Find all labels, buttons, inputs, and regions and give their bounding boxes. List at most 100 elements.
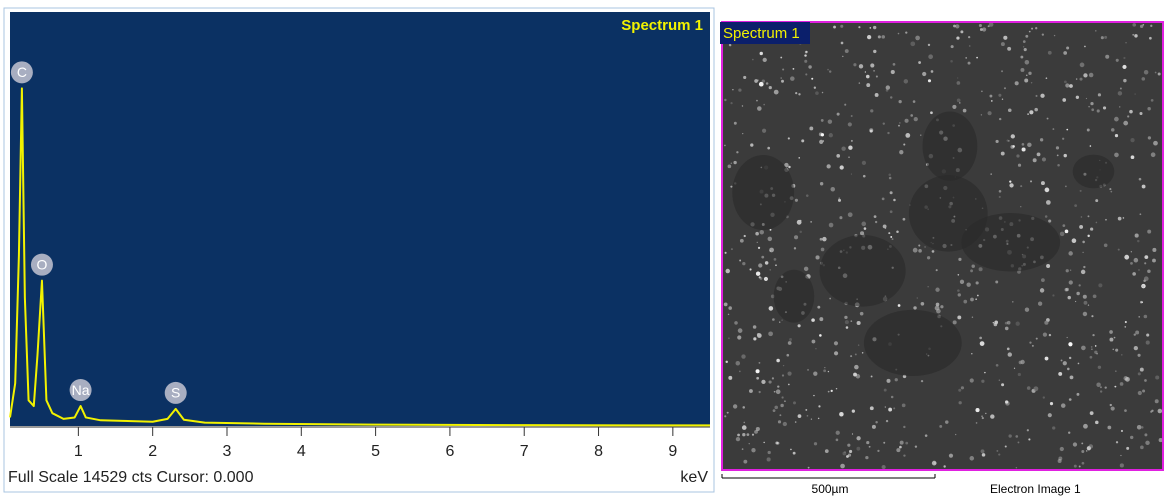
speckle	[1132, 23, 1137, 27]
speckle	[870, 63, 875, 68]
speckle	[1091, 315, 1094, 318]
speckle	[1137, 353, 1141, 357]
speckle	[797, 414, 802, 419]
speckle	[1143, 276, 1149, 282]
speckle	[850, 173, 853, 175]
speckle	[1123, 78, 1127, 83]
speckle	[779, 321, 781, 323]
speckle	[811, 318, 815, 322]
speckle	[763, 103, 765, 106]
speckle	[1044, 320, 1049, 325]
speckle	[1130, 155, 1135, 160]
speckle	[1088, 72, 1094, 78]
speckle	[1109, 403, 1112, 407]
speckle	[981, 453, 986, 457]
speckle	[886, 378, 891, 383]
speckle	[824, 367, 826, 369]
speckle	[776, 358, 780, 363]
speckle	[759, 229, 764, 235]
speckle	[1015, 467, 1018, 469]
speckle	[817, 305, 821, 309]
speckle	[992, 322, 995, 324]
speckle	[781, 319, 783, 321]
speckle	[1141, 426, 1144, 429]
x-tick-label: 9	[668, 443, 677, 460]
speckle	[1041, 157, 1047, 162]
speckle	[1024, 78, 1029, 83]
speckle	[1139, 367, 1144, 372]
speckle	[839, 411, 844, 417]
speckle	[1062, 361, 1067, 366]
speckle	[1117, 216, 1122, 221]
speckle	[743, 75, 747, 80]
speckle	[1045, 200, 1051, 205]
dark-patch	[908, 175, 988, 252]
speckle	[868, 445, 871, 448]
speckle	[965, 57, 967, 59]
speckle	[914, 445, 918, 448]
speckle	[980, 114, 983, 116]
speckle	[1005, 401, 1010, 406]
speckle	[1130, 261, 1133, 265]
speckle	[1157, 408, 1163, 414]
speckle	[948, 453, 954, 458]
speckle	[875, 75, 878, 78]
speckle	[1114, 152, 1119, 158]
speckle	[1024, 60, 1030, 65]
speckle	[1134, 34, 1138, 38]
speckle	[1071, 238, 1077, 244]
speckle	[813, 394, 815, 397]
speckle	[840, 463, 845, 469]
speckle	[975, 298, 977, 300]
speckle	[883, 441, 886, 444]
speckle	[765, 82, 769, 85]
speckle	[945, 420, 949, 424]
speckle	[762, 57, 767, 63]
speckle	[959, 102, 961, 104]
speckle	[777, 420, 782, 424]
speckle	[1137, 239, 1140, 243]
speckle	[899, 122, 901, 124]
speckle	[728, 337, 730, 340]
speckle	[1028, 438, 1031, 441]
speckle	[950, 45, 954, 49]
speckle	[820, 119, 824, 122]
speckle	[1157, 72, 1161, 76]
speckle	[1022, 46, 1025, 48]
speckle	[737, 328, 743, 333]
speckle	[741, 105, 744, 107]
speckle	[931, 250, 935, 253]
speckle	[891, 238, 894, 241]
speckle	[1068, 398, 1072, 401]
speckle	[1044, 215, 1048, 218]
speckle	[754, 429, 758, 434]
speckle	[903, 79, 909, 84]
speckle	[1094, 345, 1097, 347]
speckle	[758, 81, 764, 87]
speckle	[820, 133, 825, 137]
speckle	[1123, 56, 1126, 60]
speckle	[1012, 301, 1014, 303]
speckle	[899, 150, 904, 155]
speckle	[1025, 34, 1029, 38]
speckle	[1017, 441, 1020, 444]
speckle	[984, 371, 986, 374]
speckle	[990, 414, 995, 419]
speckle	[1122, 64, 1127, 70]
speckle	[798, 93, 801, 96]
speckle	[724, 251, 727, 254]
speckle	[1091, 348, 1093, 350]
peak-label: Na	[72, 382, 90, 398]
speckle	[836, 154, 841, 158]
speckle	[858, 26, 861, 29]
speckle	[912, 100, 916, 103]
speckle	[869, 406, 874, 411]
speckle	[1125, 376, 1130, 382]
speckle	[835, 430, 840, 435]
speckle	[727, 313, 730, 316]
speckle	[1004, 445, 1007, 448]
speckle	[805, 409, 808, 411]
speckle	[1141, 283, 1146, 289]
speckle	[1065, 269, 1069, 273]
speckle	[1089, 411, 1094, 416]
